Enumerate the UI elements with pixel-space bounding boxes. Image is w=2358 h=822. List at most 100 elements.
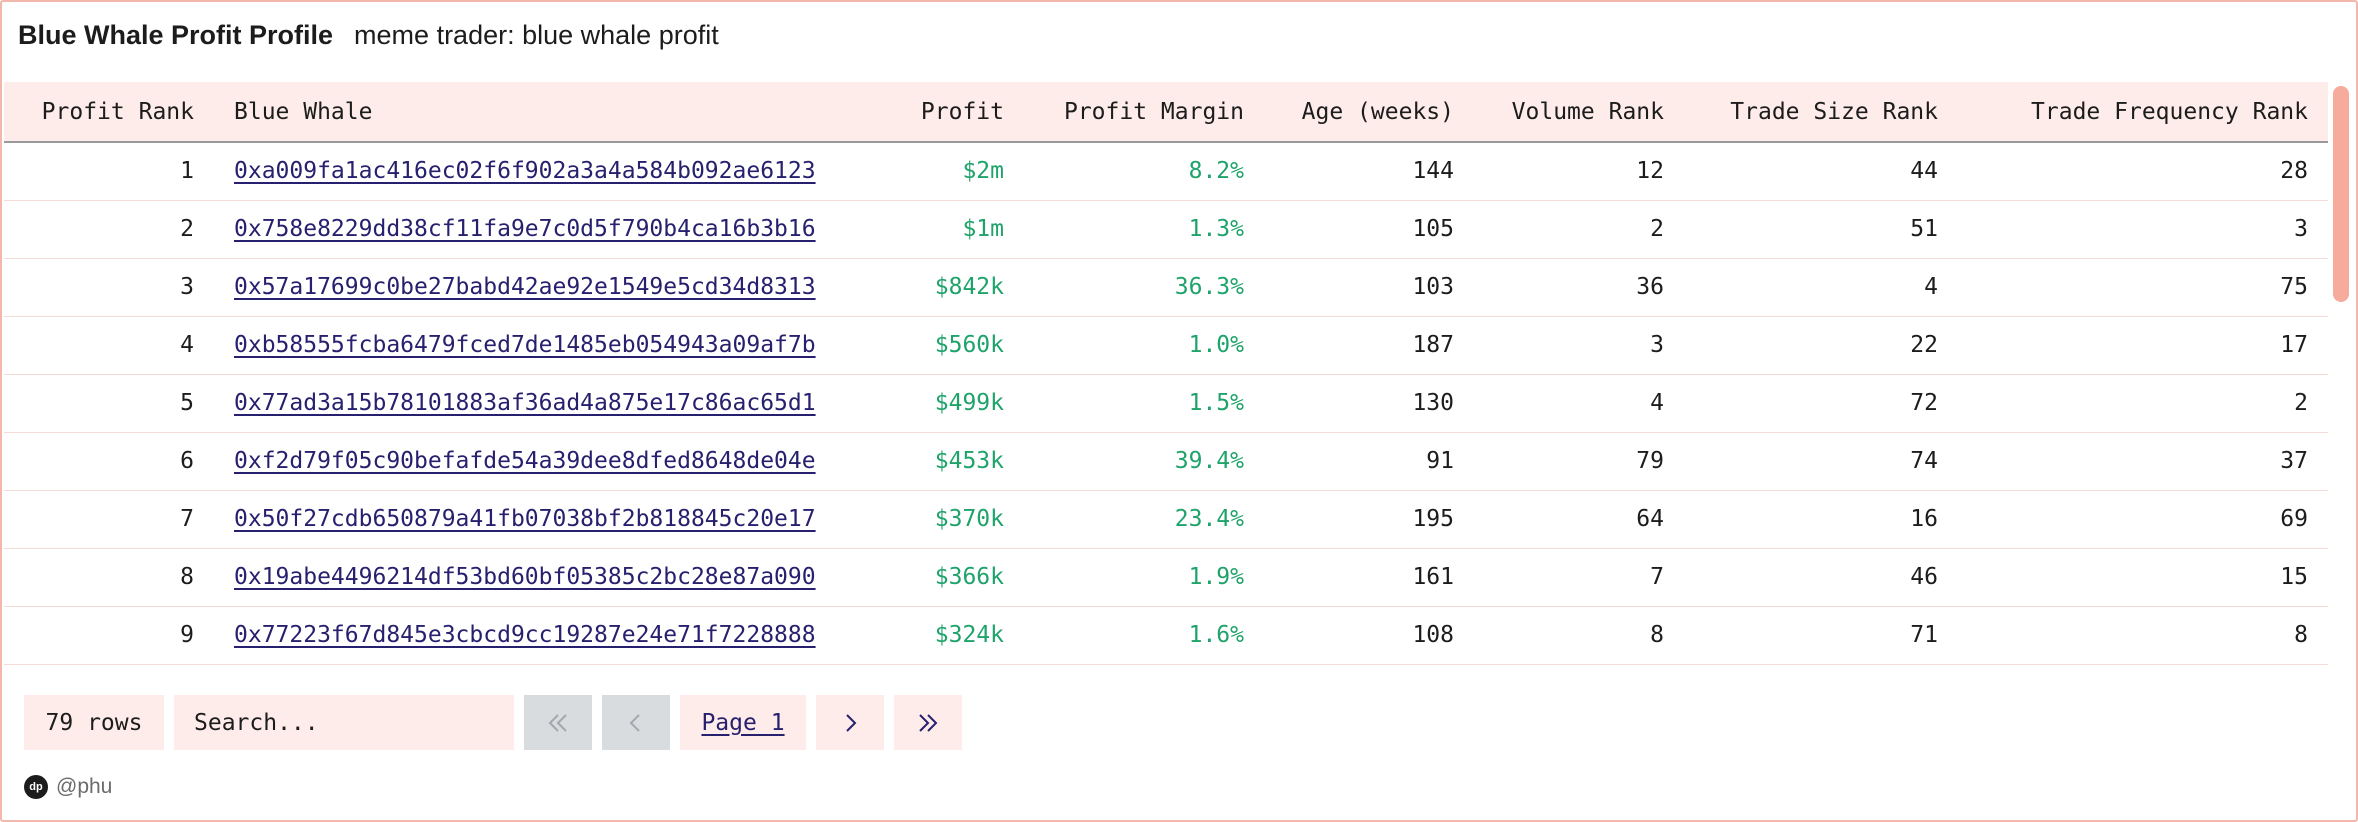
results-table-container[interactable]: Profit Rank Blue Whale Profit Profit Mar… <box>4 82 2328 666</box>
wallet-address-link[interactable]: 0x50f27cdb650879a41fb07038bf2b818845c20e… <box>234 506 816 532</box>
table-row: 1 0xa009fa1ac416ec02f6f902a3a4a584b092ae6… <box>4 142 2328 201</box>
cell-profit-rank: 8 <box>4 548 214 607</box>
cell-profit-rank: 3 <box>4 258 214 317</box>
results-table: Profit Rank Blue Whale Profit Profit Mar… <box>4 82 2328 665</box>
table-scrollbar[interactable] <box>2333 86 2349 302</box>
cell-profit-margin: 1.5% <box>1024 374 1264 433</box>
cell-trade-frequency-rank: 8 <box>1958 606 2328 665</box>
cell-profit-margin: 1.9% <box>1024 548 1264 607</box>
wallet-address-link[interactable]: 0xa009fa1ac416ec02f6f902a3a4a584b092ae61… <box>234 158 816 185</box>
cell-volume-rank: 79 <box>1474 432 1684 491</box>
widget-header: Blue Whale Profit Profile meme trader: b… <box>18 20 719 56</box>
chevron-right-icon <box>846 713 857 732</box>
column-header-blue-whale[interactable]: Blue Whale <box>214 82 874 143</box>
cell-age-weeks: 105 <box>1264 200 1474 259</box>
current-page-label: Page 1 <box>701 709 785 736</box>
cell-volume-rank: 8 <box>1474 606 1684 665</box>
column-header-age-weeks[interactable]: Age (weeks) <box>1264 82 1474 143</box>
cell-volume-rank: 3 <box>1474 316 1684 375</box>
cell-trade-frequency-rank: 3 <box>1958 200 2328 259</box>
cell-age-weeks: 161 <box>1264 548 1474 607</box>
cell-profit-rank: 5 <box>4 374 214 433</box>
wallet-address-link[interactable]: 0xf2d79f05c90befafde54a39dee8dfed8648de0… <box>234 448 816 474</box>
cell-age-weeks: 130 <box>1264 374 1474 433</box>
cell-volume-rank: 12 <box>1474 142 1684 201</box>
cell-profit: $2m <box>874 142 1024 201</box>
cell-volume-rank: 2 <box>1474 200 1684 259</box>
table-row: 2 0x758e8229dd38cf11fa9e7c0d5f790b4ca16b3… <box>4 200 2328 259</box>
cell-blue-whale: 0x19abe4496214df53bd60bf05385c2bc28e87a0… <box>214 548 874 607</box>
search-input[interactable] <box>194 709 494 736</box>
first-page-button[interactable] <box>524 695 592 750</box>
next-page-button[interactable] <box>816 695 884 750</box>
cell-trade-size-rank: 74 <box>1684 432 1958 491</box>
cell-blue-whale: 0xb58555fcba6479fced7de1485eb054943a09af… <box>214 316 874 375</box>
cell-trade-frequency-rank: 15 <box>1958 548 2328 607</box>
cell-trade-size-rank: 44 <box>1684 142 1958 201</box>
row-count: 79 rows <box>24 695 164 750</box>
previous-page-button[interactable] <box>602 695 670 750</box>
cell-profit-margin: 36.3% <box>1024 258 1264 317</box>
cell-trade-frequency-rank: 37 <box>1958 432 2328 491</box>
column-header-trade-size-rank[interactable]: Trade Size Rank <box>1684 82 1958 143</box>
wallet-address-link[interactable]: 0x19abe4496214df53bd60bf05385c2bc28e87a0… <box>234 564 816 590</box>
cell-profit: $1m <box>874 200 1024 259</box>
widget-subtitle: meme trader: blue whale profit <box>354 20 719 50</box>
cell-blue-whale: 0x77223f67d845e3cbcd9cc19287e24e71f72288… <box>214 606 874 665</box>
wallet-address-link[interactable]: 0x77223f67d845e3cbcd9cc19287e24e71f72288… <box>234 622 816 648</box>
cell-volume-rank: 36 <box>1474 258 1684 317</box>
cell-profit-rank: 1 <box>4 142 214 201</box>
table-row: 6 0xf2d79f05c90befafde54a39dee8dfed8648de… <box>4 432 2328 491</box>
wallet-address-link[interactable]: 0x57a17699c0be27babd42ae92e1549e5cd34d83… <box>234 274 816 300</box>
cell-profit: $560k <box>874 316 1024 375</box>
cell-profit: $499k <box>874 374 1024 433</box>
cell-blue-whale: 0x50f27cdb650879a41fb07038bf2b818845c20e… <box>214 490 874 549</box>
double-chevron-left-icon <box>548 713 567 732</box>
cell-blue-whale: 0xf2d79f05c90befafde54a39dee8dfed8648de0… <box>214 432 874 491</box>
column-header-profit-margin[interactable]: Profit Margin <box>1024 82 1264 143</box>
cell-profit-margin: 1.3% <box>1024 200 1264 259</box>
cell-trade-frequency-rank: 75 <box>1958 258 2328 317</box>
cell-blue-whale: 0x77ad3a15b78101883af36ad4a875e17c86ac65… <box>214 374 874 433</box>
widget-title: Blue Whale Profit Profile <box>18 20 334 50</box>
cell-profit-rank: 7 <box>4 490 214 549</box>
cell-volume-rank: 64 <box>1474 490 1684 549</box>
cell-trade-size-rank: 51 <box>1684 200 1958 259</box>
current-page[interactable]: Page 1 <box>680 695 806 750</box>
column-header-profit-rank[interactable]: Profit Rank <box>4 82 214 143</box>
widget-footer: dp @phu <box>24 774 112 800</box>
cell-age-weeks: 91 <box>1264 432 1474 491</box>
cell-blue-whale: 0x57a17699c0be27babd42ae92e1549e5cd34d83… <box>214 258 874 317</box>
cell-trade-size-rank: 71 <box>1684 606 1958 665</box>
table-row: 9 0x77223f67d845e3cbcd9cc19287e24e71f7228… <box>4 606 2328 665</box>
cell-volume-rank: 4 <box>1474 374 1684 433</box>
cell-profit-margin: 1.6% <box>1024 606 1264 665</box>
table-row: 4 0xb58555fcba6479fced7de1485eb054943a09a… <box>4 316 2328 375</box>
chevron-left-icon <box>629 713 640 732</box>
cell-age-weeks: 108 <box>1264 606 1474 665</box>
cell-age-weeks: 187 <box>1264 316 1474 375</box>
wallet-address-link[interactable]: 0xb58555fcba6479fced7de1485eb054943a09af… <box>234 332 816 358</box>
last-page-button[interactable] <box>894 695 962 750</box>
author-handle[interactable]: @phu <box>56 775 113 798</box>
column-header-trade-frequency-rank[interactable]: Trade Frequency Rank <box>1958 82 2328 143</box>
cell-trade-frequency-rank: 17 <box>1958 316 2328 375</box>
cell-profit-margin: 8.2% <box>1024 142 1264 201</box>
cell-profit-margin: 23.4% <box>1024 490 1264 549</box>
cell-profit: $453k <box>874 432 1024 491</box>
cell-age-weeks: 195 <box>1264 490 1474 549</box>
cell-blue-whale: 0x758e8229dd38cf11fa9e7c0d5f790b4ca16b3b… <box>214 200 874 259</box>
table-header-row: Profit Rank Blue Whale Profit Profit Mar… <box>4 82 2328 143</box>
column-header-profit[interactable]: Profit <box>874 82 1024 143</box>
cell-profit: $370k <box>874 490 1024 549</box>
wallet-address-link[interactable]: 0x77ad3a15b78101883af36ad4a875e17c86ac65… <box>234 390 816 416</box>
dune-logo-icon: dp <box>24 775 48 799</box>
cell-age-weeks: 144 <box>1264 142 1474 201</box>
column-header-volume-rank[interactable]: Volume Rank <box>1474 82 1684 143</box>
table-row: 5 0x77ad3a15b78101883af36ad4a875e17c86ac6… <box>4 374 2328 433</box>
cell-profit: $366k <box>874 548 1024 607</box>
cell-profit-rank: 4 <box>4 316 214 375</box>
table-row: 7 0x50f27cdb650879a41fb07038bf2b818845c20… <box>4 490 2328 549</box>
wallet-address-link[interactable]: 0x758e8229dd38cf11fa9e7c0d5f790b4ca16b3b… <box>234 216 816 242</box>
